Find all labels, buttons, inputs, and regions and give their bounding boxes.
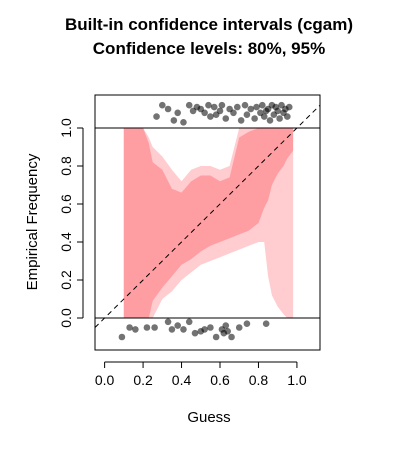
x-tick-label: 0.4 <box>172 372 192 388</box>
data-point-outcome-1 <box>284 113 291 120</box>
data-point-outcome-1 <box>243 111 251 118</box>
data-point-outcome-1 <box>251 115 258 122</box>
data-point-outcome-1 <box>174 109 181 117</box>
data-point-outcome-0 <box>168 326 176 333</box>
data-point-outcome-0 <box>222 322 230 329</box>
plot-area <box>94 101 321 341</box>
data-point-outcome-0 <box>126 324 133 331</box>
data-point-outcome-0 <box>201 326 208 333</box>
data-point-outcome-1 <box>164 105 172 113</box>
data-point-outcome-1 <box>185 101 193 109</box>
chart-subtitle: Confidence levels: 80%, 95% <box>93 39 325 58</box>
y-tick-label: 1.0 <box>58 118 74 138</box>
x-axis-label: Guess <box>187 409 230 426</box>
data-point-outcome-0 <box>118 333 126 341</box>
data-point-outcome-1 <box>230 109 237 117</box>
x-tick-label: 0.6 <box>210 372 230 388</box>
data-point-outcome-1 <box>237 117 245 124</box>
data-point-outcome-1 <box>260 113 268 120</box>
data-point-outcome-0 <box>228 333 235 341</box>
data-point-outcome-0 <box>180 326 187 333</box>
data-point-outcome-1 <box>259 101 266 109</box>
data-point-outcome-1 <box>241 101 249 109</box>
data-point-outcome-1 <box>210 103 218 111</box>
data-point-outcome-1 <box>201 109 208 117</box>
plot-frame <box>94 94 321 351</box>
data-point-outcome-1 <box>205 101 212 109</box>
data-point-outcome-1 <box>274 107 281 115</box>
data-point-outcome-0 <box>207 324 214 331</box>
data-point-outcome-1 <box>207 113 214 120</box>
data-point-outcome-1 <box>159 101 166 109</box>
confidence-band-80 <box>123 128 294 318</box>
data-point-outcome-1 <box>153 113 160 120</box>
data-point-outcome-1 <box>276 115 283 122</box>
data-point-outcome-0 <box>191 329 199 337</box>
x-tick-label: 0.0 <box>95 372 115 388</box>
y-axis-label: Empirical Frequency <box>24 153 41 290</box>
data-point-outcome-1 <box>285 103 293 111</box>
data-point-outcome-0 <box>132 326 139 333</box>
data-point-outcome-0 <box>224 328 231 335</box>
y-tick-label: 0.2 <box>58 270 74 290</box>
x-tick-label: 0.2 <box>133 372 153 388</box>
data-point-outcome-0 <box>212 333 220 341</box>
reference-diagonal <box>94 104 321 328</box>
y-tick-label: 0.8 <box>58 156 74 176</box>
data-point-outcome-1 <box>247 105 255 113</box>
data-point-outcome-1 <box>234 103 241 111</box>
y-tick-label: 0.0 <box>58 308 74 328</box>
data-point-outcome-1 <box>222 115 230 122</box>
data-point-outcome-1 <box>216 107 224 115</box>
y-tick-label: 0.6 <box>58 194 74 214</box>
data-point-outcome-0 <box>243 320 251 328</box>
data-point-outcome-0 <box>235 324 243 331</box>
x-tick-label: 0.8 <box>249 372 269 388</box>
data-point-outcome-1 <box>218 101 226 109</box>
data-point-outcome-0 <box>164 318 172 326</box>
data-point-outcome-0 <box>151 324 158 331</box>
x-tick-label: 1.0 <box>287 372 307 388</box>
data-point-outcome-1 <box>180 119 187 126</box>
chart-title: Built-in confidence intervals (cgam) <box>65 15 353 34</box>
y-tick-label: 0.4 <box>58 232 74 252</box>
data-point-outcome-1 <box>253 103 260 111</box>
data-point-outcome-0 <box>262 320 270 328</box>
data-point-outcome-1 <box>170 117 178 124</box>
data-point-outcome-0 <box>185 318 193 326</box>
axes: 0.0 0.2 0.4 0.6 0.8 1.0 0.0 0.2 0.4 0.6 0.8 1.0 <box>58 94 321 388</box>
data-point-outcome-0 <box>174 322 181 329</box>
data-point-outcome-1 <box>266 117 274 124</box>
data-point-outcome-0 <box>143 324 151 331</box>
